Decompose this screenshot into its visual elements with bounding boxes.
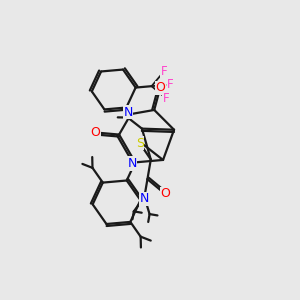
Text: O: O xyxy=(90,126,100,139)
Text: N: N xyxy=(128,157,137,170)
Text: F: F xyxy=(163,92,169,105)
Text: N: N xyxy=(140,192,149,206)
Text: F: F xyxy=(167,78,174,91)
Text: N: N xyxy=(123,106,133,118)
Text: F: F xyxy=(160,65,167,78)
Text: O: O xyxy=(155,81,165,94)
Text: O: O xyxy=(160,188,170,200)
Text: S: S xyxy=(136,137,144,150)
